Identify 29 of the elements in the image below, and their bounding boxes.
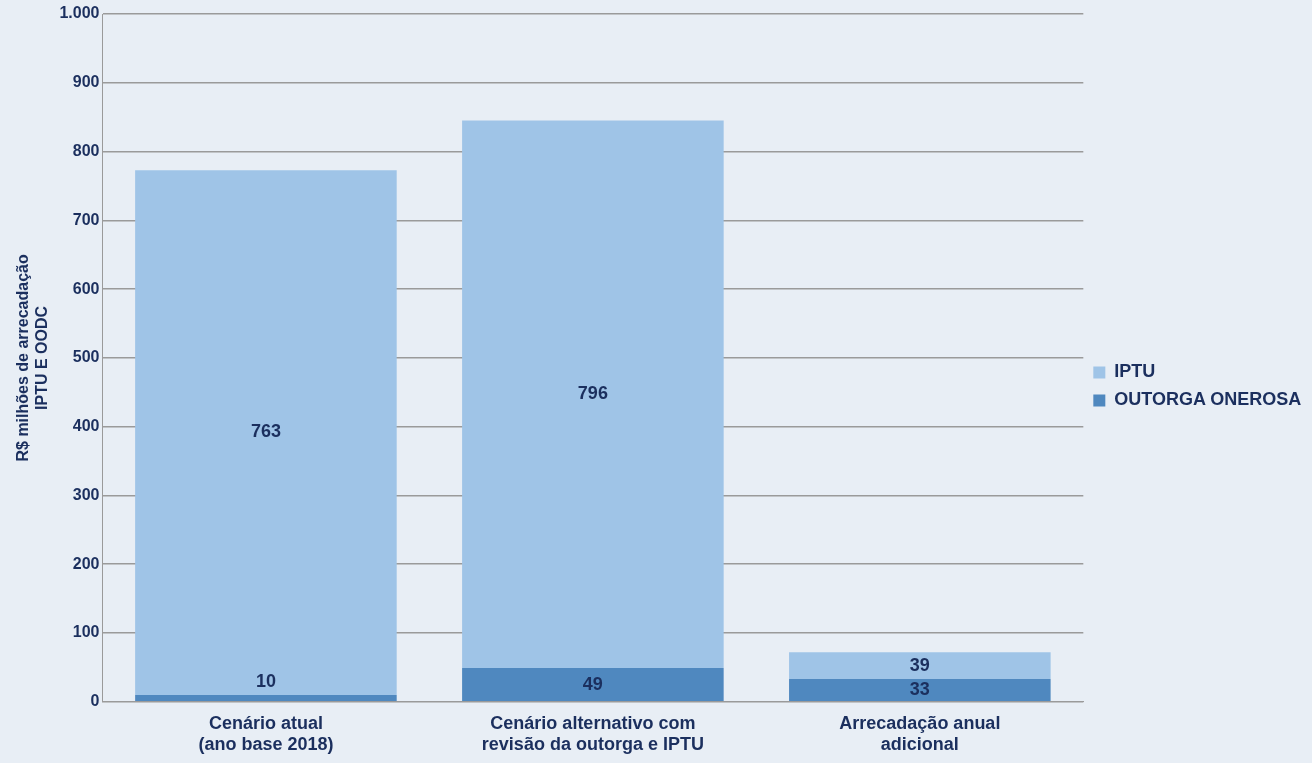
- data-label: 39: [909, 654, 930, 675]
- y-tick-label: 700: [72, 210, 100, 228]
- bar: [789, 652, 1051, 680]
- y-axis-title: R$ milhões de arrecadação IPTU E OODC: [14, 254, 51, 462]
- legend-label: IPTU: [1114, 361, 1156, 382]
- x-tick-label: Cenário alternativo com revisão da outorga e IPTU: [481, 712, 704, 755]
- y-tick-label: 200: [72, 554, 100, 572]
- bar: [789, 679, 1051, 702]
- bar: [462, 120, 724, 669]
- bar: [462, 668, 724, 702]
- y-tick-label: 600: [72, 279, 100, 297]
- bar: [135, 170, 397, 695]
- y-tick-label: 400: [72, 417, 100, 435]
- y-tick-label: 900: [72, 73, 100, 91]
- legend-label: OUTORGA ONEROSA: [1114, 389, 1302, 410]
- y-tick-label: 1.000: [59, 4, 100, 22]
- y-tick-label: 100: [72, 623, 100, 641]
- bar: [135, 694, 397, 702]
- y-tick-label: 500: [72, 348, 100, 366]
- data-label: 33: [909, 679, 930, 700]
- x-tick-label: Cenário atual (ano base 2018): [198, 712, 334, 755]
- data-label: 10: [255, 670, 276, 691]
- data-label: 763: [250, 421, 281, 442]
- y-tick-label: 800: [72, 141, 100, 159]
- data-label: 49: [582, 673, 603, 694]
- y-tick-label: 300: [72, 485, 100, 503]
- x-tick-label: Arrecadação anual adicional: [839, 712, 1001, 755]
- data-label: 796: [577, 383, 608, 404]
- y-tick-label: 0: [90, 692, 100, 710]
